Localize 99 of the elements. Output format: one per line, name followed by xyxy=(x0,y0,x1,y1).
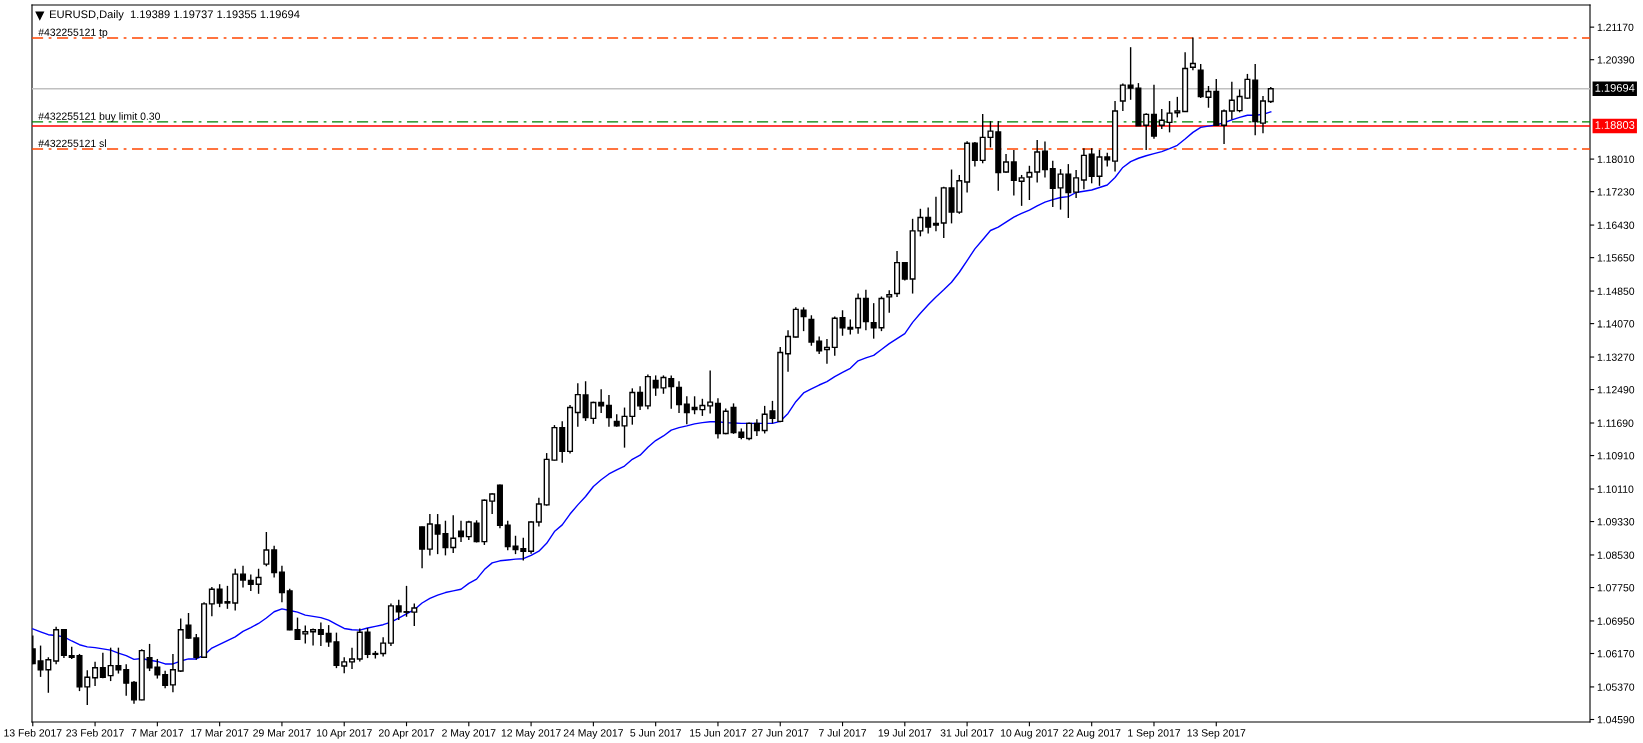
candlestick xyxy=(271,545,278,579)
y-tick-label: 1.12490 xyxy=(1597,386,1635,394)
x-tick-label: 10 Aug 2017 xyxy=(1000,729,1059,739)
candlestick xyxy=(1073,169,1080,199)
x-tick-label: 27 Jun 2017 xyxy=(752,729,809,737)
candlestick xyxy=(823,338,830,365)
x-tick-label: 13 Feb 2017 xyxy=(4,728,62,737)
x-tick-label: 12 May 2017 xyxy=(501,729,561,739)
ref-line-label: #432255121 buy limit 0.30 xyxy=(38,112,161,122)
x-tick-label: 19 Jul 2017 xyxy=(878,728,932,737)
y-tick-label: 1.21170 xyxy=(1597,23,1634,32)
y-tick-label: 1.11690 xyxy=(1597,419,1634,427)
candlestick xyxy=(239,565,247,589)
candlestick xyxy=(99,651,106,679)
candlestick xyxy=(808,314,815,347)
candlestick xyxy=(574,382,581,428)
y-tick-label: 1.06950 xyxy=(1597,617,1635,625)
candlestick xyxy=(1041,140,1049,179)
y-tick-label: 1.18010 xyxy=(1597,155,1635,163)
candlestick xyxy=(886,289,893,314)
y-tick-label: 1.14070 xyxy=(1597,320,1635,328)
candlestick xyxy=(862,289,869,331)
candlestick xyxy=(1034,139,1041,184)
x-tick-label: 2 May 2017 xyxy=(442,729,496,739)
x-tick-label: 20 Apr 2017 xyxy=(378,729,435,739)
candlestick xyxy=(419,525,426,570)
candlestick xyxy=(932,195,939,233)
candlestick xyxy=(457,520,465,543)
candlestick xyxy=(1158,108,1165,130)
x-tick-label: 31 Jul 2017 xyxy=(940,728,994,737)
candlestick xyxy=(489,492,496,515)
candlestick xyxy=(971,141,978,168)
x-tick-label: 24 May 2017 xyxy=(563,729,623,739)
x-tick-label: 15 Jun 2017 xyxy=(690,729,747,737)
x-tick-label: 17 Mar 2017 xyxy=(191,729,249,737)
candlestick xyxy=(707,369,714,415)
y-tick-label: 1.04590 xyxy=(1597,716,1635,724)
y-tick-label: 1.13270 xyxy=(1597,353,1635,361)
candlestick xyxy=(675,380,683,414)
ref-line-label: #432255121 tp xyxy=(38,28,108,38)
x-tick-label: 7 Mar 2017 xyxy=(131,729,184,737)
x-tick-label: 23 Feb 2017 xyxy=(66,728,124,737)
candlestick xyxy=(1119,82,1126,112)
candlestick xyxy=(255,568,262,595)
y-tick-label: 1.08530 xyxy=(1597,551,1635,559)
y-tick-label: 1.06170 xyxy=(1597,650,1635,658)
candlestick xyxy=(559,420,566,464)
candlestick xyxy=(123,663,130,697)
candlestick xyxy=(130,680,138,705)
x-tick-label: 7 Jul 2017 xyxy=(819,728,867,737)
candlestick xyxy=(637,385,644,411)
x-tick-label: 10 Apr 2017 xyxy=(316,729,372,739)
x-tick-label: 13 Sep 2017 xyxy=(1187,729,1246,739)
x-tick-label: 1 Sep 2017 xyxy=(1128,729,1181,739)
y-tick-label: 1.15650 xyxy=(1597,254,1635,262)
candlestick xyxy=(535,497,542,528)
candlestick xyxy=(263,531,270,567)
candlestick xyxy=(169,653,176,694)
y-tick-label: 1.10110 xyxy=(1597,485,1634,493)
candlestick xyxy=(1150,84,1158,140)
candlestick xyxy=(925,206,932,235)
candlestick xyxy=(208,586,215,618)
y-tick-label: 1.20390 xyxy=(1597,56,1635,64)
y-tick-label: 1.14850 xyxy=(1597,287,1635,295)
candlestick xyxy=(683,395,690,425)
candlestick xyxy=(1221,108,1228,145)
candlestick xyxy=(380,636,387,658)
candlestick xyxy=(1003,153,1010,174)
chart-title: EURUSD,Daily 1.19389 1.19737 1.19355 1.19694 xyxy=(50,10,300,21)
ref-line-label: 1.19694 xyxy=(1595,83,1635,92)
candlestick xyxy=(348,646,356,670)
candlestick xyxy=(785,329,792,373)
candlestick xyxy=(901,261,908,282)
x-tick-label: 22 Aug 2017 xyxy=(1062,729,1121,739)
candlestick xyxy=(450,514,457,554)
ref-line-label: 1.18803 xyxy=(1595,121,1635,129)
candlestick xyxy=(1189,36,1196,71)
candlestick xyxy=(1228,81,1235,121)
y-tick-label: 1.16430 xyxy=(1597,221,1635,229)
candlestick xyxy=(1049,160,1056,208)
candlestick xyxy=(800,306,807,332)
ref-line-label: #432255121 sl xyxy=(38,139,106,148)
x-tick-label: 5 Jun 2017 xyxy=(630,729,681,737)
candlestick xyxy=(1259,95,1267,134)
candlestick xyxy=(317,621,324,647)
candlestick xyxy=(1010,149,1017,197)
y-tick-label: 1.10910 xyxy=(1597,452,1635,460)
y-tick-label: 1.09330 xyxy=(1597,518,1635,526)
y-tick-label: 1.07750 xyxy=(1597,584,1635,592)
candlestick xyxy=(278,565,285,603)
candlestick xyxy=(605,394,612,428)
candlestick xyxy=(92,661,99,687)
candlestick xyxy=(598,388,605,414)
candlestick xyxy=(1143,112,1150,151)
x-tick-label: 29 Mar 2017 xyxy=(253,729,311,737)
candlestick xyxy=(668,374,675,410)
y-tick-label: 1.17230 xyxy=(1597,188,1635,196)
y-tick-label: 1.05370 xyxy=(1597,683,1635,691)
candlestick xyxy=(310,627,317,647)
